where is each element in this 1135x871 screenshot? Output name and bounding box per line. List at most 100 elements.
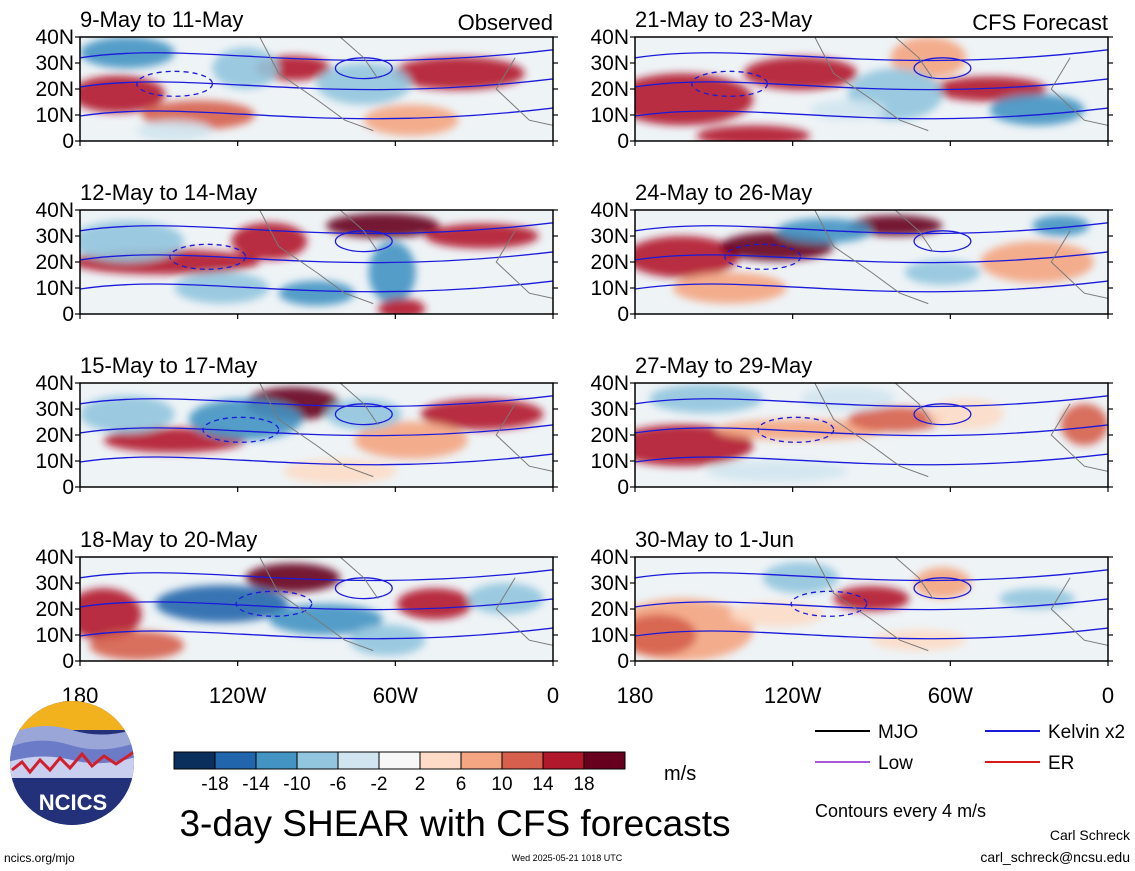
lat-label: 20N <box>590 424 629 447</box>
legend-label: ER <box>1048 753 1074 774</box>
lon-label: 0 <box>547 683 559 708</box>
lat-label: 30N <box>35 225 74 248</box>
lat-label: 0 <box>62 650 74 673</box>
lat-label: 0 <box>617 476 629 499</box>
lat-label: 10N <box>35 104 74 127</box>
column-label: Observed <box>458 10 553 35</box>
lat-label: 10N <box>590 104 629 127</box>
lat-label: 40N <box>35 26 74 49</box>
lat-label: 20N <box>590 598 629 621</box>
map-panel: 40N 30N 20N 10N 0 30-May to 1-Jun <box>590 527 1113 673</box>
lat-label: 30N <box>590 225 629 248</box>
lat-label: 20N <box>35 598 74 621</box>
colorbar-swatch <box>214 751 257 770</box>
lat-label: 10N <box>590 624 629 647</box>
footer-site: ncics.org/mjo <box>4 851 75 865</box>
legend-label: MJO <box>878 722 918 743</box>
colorbar-swatch <box>460 751 503 770</box>
colorbar-label: 6 <box>456 774 467 795</box>
lat-label: 40N <box>590 546 629 569</box>
map-panel: 40N 30N 20N 10N 0 12-May to 14-May <box>35 180 558 326</box>
lon-label: 60W <box>373 683 418 708</box>
lat-label: 10N <box>590 277 629 300</box>
colorbar-unit: m/s <box>664 763 696 785</box>
lat-label: 30N <box>35 52 74 75</box>
map-panels: 40N 30N 20N 10N 0 9-May to 11-May Observed 40N 3… <box>35 7 1113 673</box>
longitude-axis: 180 120W 60W 0 180 120W 60W 0 <box>62 683 1114 708</box>
lat-label: 40N <box>590 26 629 49</box>
colorbar-label: -2 <box>371 774 388 795</box>
map-panel: 40N 30N 20N 10N 0 9-May to 11-May Observed <box>35 7 558 153</box>
map-panel: 40N 30N 20N 10N 0 18-May to 20-May <box>35 527 558 673</box>
lat-label: 30N <box>590 572 629 595</box>
map-panel: 40N 30N 20N 10N 0 27-May to 29-May <box>590 353 1113 499</box>
lat-label: 0 <box>617 303 629 326</box>
colorbar-swatch <box>173 751 216 770</box>
colorbar-swatch <box>583 751 626 770</box>
lat-label: 10N <box>35 624 74 647</box>
lat-label: 10N <box>35 277 74 300</box>
colorbar-label: -6 <box>330 774 347 795</box>
map-panel: 40N 30N 20N 10N 0 15-May to 17-May <box>35 353 558 499</box>
lon-label: 120W <box>764 683 822 708</box>
lat-label: 40N <box>590 372 629 395</box>
legend-label: Low <box>878 753 913 774</box>
lat-label: 40N <box>35 372 74 395</box>
colorbar-swatch <box>337 751 380 770</box>
map-panel: 40N 30N 20N 10N 0 21-May to 23-May CFS Forecas… <box>590 7 1113 153</box>
lat-label: 20N <box>35 251 74 274</box>
colorbar-swatch <box>542 751 585 770</box>
panel-date: 12-May to 14-May <box>80 180 257 205</box>
colorbar-swatch <box>501 751 544 770</box>
lat-label: 20N <box>35 78 74 101</box>
lat-label: 20N <box>590 251 629 274</box>
contour-note: Contours every 4 m/s <box>815 801 986 821</box>
colorbar-swatch <box>378 751 421 770</box>
colorbar-label: -14 <box>242 774 270 795</box>
lat-label: 0 <box>617 130 629 153</box>
colorbar-label: 18 <box>573 774 594 795</box>
column-label: CFS Forecast <box>972 10 1108 35</box>
ncics-logo: NCICS <box>10 701 134 825</box>
logo-wordmark: NCICS <box>39 790 107 815</box>
panel-date: 15-May to 17-May <box>80 353 257 378</box>
colorbar-label: 2 <box>415 774 426 795</box>
lat-label: 20N <box>590 78 629 101</box>
panel-date: 21-May to 23-May <box>635 7 812 32</box>
footer-author: Carl Schreck <box>1050 827 1131 843</box>
lat-label: 10N <box>35 450 74 473</box>
lat-label: 40N <box>35 546 74 569</box>
panel-date: 18-May to 20-May <box>80 527 257 552</box>
lat-label: 0 <box>62 130 74 153</box>
contour-legend: MJO Kelvin x2 Low ER <box>815 722 1125 774</box>
colorbar-swatch <box>419 751 462 770</box>
panel-date: 9-May to 11-May <box>80 7 243 32</box>
colorbar-label: 14 <box>532 774 554 795</box>
colorbar: -18 -14 -10 -6 -2 2 6 10 14 18 <box>173 751 626 795</box>
colorbar-swatch <box>255 751 298 770</box>
lat-label: 30N <box>35 398 74 421</box>
lat-label: 30N <box>590 52 629 75</box>
figure-title: 3-day SHEAR with CFS forecasts <box>179 803 730 844</box>
lat-label: 30N <box>590 398 629 421</box>
lon-label: 60W <box>928 683 973 708</box>
lat-label: 30N <box>35 572 74 595</box>
panel-date: 27-May to 29-May <box>635 353 812 378</box>
colorbar-label: -18 <box>201 774 228 795</box>
lat-label: 0 <box>617 650 629 673</box>
lat-label: 40N <box>590 199 629 222</box>
legend-label: Kelvin x2 <box>1048 722 1125 743</box>
lat-label: 10N <box>590 450 629 473</box>
lat-label: 40N <box>35 199 74 222</box>
lon-label: 180 <box>617 683 654 708</box>
lon-label: 120W <box>209 683 267 708</box>
lon-label: 0 <box>1102 683 1114 708</box>
panel-date: 24-May to 26-May <box>635 180 812 205</box>
lat-label: 20N <box>35 424 74 447</box>
colorbar-label: -10 <box>283 774 310 795</box>
map-panel: 40N 30N 20N 10N 0 24-May to 26-May <box>590 180 1113 326</box>
footer-timestamp: Wed 2025-05-21 1018 UTC <box>512 853 623 863</box>
panel-date: 30-May to 1-Jun <box>635 527 794 552</box>
lat-label: 0 <box>62 303 74 326</box>
